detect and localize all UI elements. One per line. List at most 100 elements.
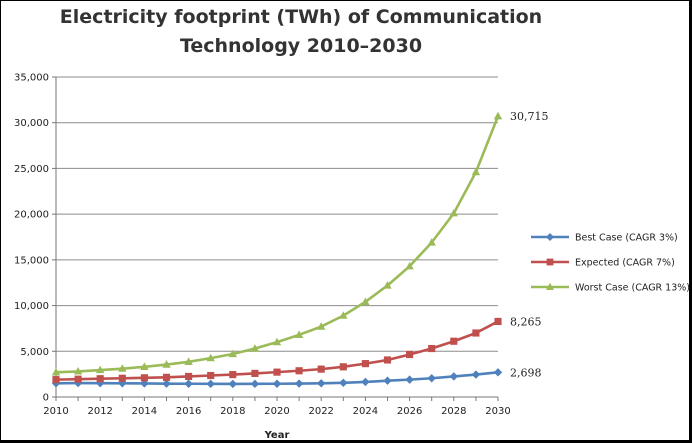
y-tick-labels: 0 5,000 10,000 15,000 20,000 25,000 30,000 35,0… <box>14 73 49 404</box>
square-marker <box>406 350 414 359</box>
triangle-marker <box>405 261 414 270</box>
x-tick-label: 2010 <box>43 406 68 417</box>
diamond-marker <box>383 376 392 385</box>
end-value-label: 30,715 <box>510 110 549 123</box>
diamond-marker <box>339 378 348 388</box>
x-tick-label: 2030 <box>485 406 510 417</box>
diamond-marker <box>427 374 436 383</box>
square-marker <box>339 363 347 371</box>
x-tick-label: 2018 <box>220 406 245 417</box>
square-marker <box>140 374 148 382</box>
square-marker <box>273 368 281 376</box>
square-marker <box>450 337 458 345</box>
triangle-marker <box>250 344 260 352</box>
square-marker <box>207 371 215 380</box>
x-tick-label: 2026 <box>397 406 422 417</box>
series-triangle <box>51 111 503 376</box>
diamond-marker <box>449 372 458 381</box>
diamond-marker <box>206 379 215 389</box>
diamond-marker <box>546 233 554 241</box>
legend-entry: Expected (CAGR 7%) <box>531 258 675 269</box>
square-marker <box>118 374 126 382</box>
square-marker <box>162 373 171 381</box>
triangle-marker <box>317 322 326 330</box>
square-marker <box>494 317 502 326</box>
diamond-marker <box>228 379 237 389</box>
triangle-marker <box>118 364 127 372</box>
legend-label: Best Case (CAGR 3%) <box>575 233 678 244</box>
y-tick-label: 30,000 <box>14 118 49 129</box>
y-tick-label: 5,000 <box>20 347 49 358</box>
square-marker <box>74 375 82 383</box>
diamond-marker <box>317 379 326 388</box>
chart-title-line-2: Technology 2010–2030 <box>179 35 423 57</box>
triangle-marker <box>383 281 392 289</box>
x-tick-label: 2012 <box>87 406 112 417</box>
series-square <box>52 317 502 384</box>
legend-label: Worst Case (CAGR 13%) <box>575 283 690 294</box>
square-marker <box>383 356 392 364</box>
x-tick-label: 2022 <box>308 406 333 417</box>
triangle-marker <box>449 208 458 217</box>
square-marker <box>472 329 480 337</box>
diamond-marker <box>405 375 414 384</box>
square-marker <box>317 365 325 373</box>
square-marker <box>361 360 369 368</box>
y-tick-label: 15,000 <box>14 255 49 266</box>
x-axis-title: Year <box>264 430 290 441</box>
y-tick-label: 35,000 <box>14 73 49 84</box>
diamond-marker <box>493 368 503 377</box>
y-tick-label: 0 <box>43 393 49 404</box>
triangle-marker <box>471 167 481 176</box>
square-marker <box>185 372 193 380</box>
triangle-marker <box>294 330 304 338</box>
triangle-marker <box>228 349 237 358</box>
series-layer <box>51 111 503 389</box>
end-value-label: 8,265 <box>510 315 542 328</box>
diamond-marker <box>294 379 304 388</box>
legend-label: Expected (CAGR 7%) <box>575 258 675 269</box>
triangle-marker <box>184 357 193 365</box>
triangle-marker <box>140 362 149 370</box>
triangle-marker <box>339 311 348 319</box>
diamond-marker <box>250 379 260 389</box>
x-tick-label: 2014 <box>132 406 157 417</box>
triangle-marker <box>546 282 554 290</box>
triangle-marker <box>361 297 370 306</box>
end-value-label: 2,698 <box>510 366 542 379</box>
square-marker <box>546 258 554 266</box>
y-tick-label: 20,000 <box>14 210 49 221</box>
x-tick-label: 2024 <box>353 406 378 417</box>
legend-entry: Worst Case (CAGR 13%) <box>531 283 690 294</box>
x-tick-labels: 2010 2012 2014 2016 2018 2020 2022 2024 2026 2028… <box>43 406 510 417</box>
square-marker <box>295 367 303 375</box>
square-marker <box>96 375 104 383</box>
triangle-marker <box>162 360 171 368</box>
triangle-marker <box>493 111 503 120</box>
triangle-marker <box>73 366 83 375</box>
triangle-marker <box>206 353 215 362</box>
x-tick-label: 2016 <box>176 406 201 417</box>
square-marker <box>229 371 237 379</box>
diamond-marker <box>184 379 193 388</box>
diamond-marker <box>471 370 481 379</box>
axes <box>52 76 499 401</box>
legend: Best Case (CAGR 3%) Expected (CAGR 7%) Wor… <box>531 233 690 294</box>
x-tick-label: 2028 <box>441 406 466 417</box>
grid-lines <box>56 76 498 352</box>
y-tick-label: 25,000 <box>14 164 49 175</box>
square-marker <box>251 369 259 377</box>
diamond-marker <box>361 377 370 387</box>
y-tick-label: 10,000 <box>14 301 49 312</box>
legend-entry: Best Case (CAGR 3%) <box>531 233 678 244</box>
x-tick-label: 2020 <box>264 406 289 417</box>
square-marker <box>428 344 436 353</box>
end-labels: 2,698 8,265 30,715 <box>510 110 549 379</box>
triangle-marker <box>427 238 436 246</box>
triangle-marker <box>272 337 282 346</box>
diamond-marker <box>272 379 282 388</box>
chart-title-line-1: Electricity footprint (TWh) of Communica… <box>59 6 543 28</box>
diamond-marker <box>162 379 171 388</box>
